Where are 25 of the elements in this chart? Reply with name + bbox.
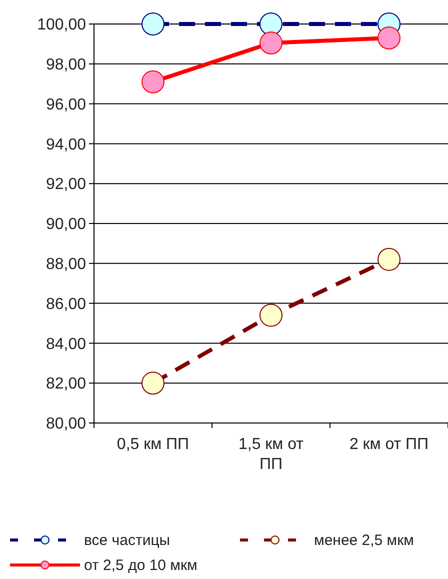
y-tick-label: 100,00 [37, 16, 86, 34]
y-tick-label: 84,00 [46, 336, 86, 353]
legend-label: все частицы [84, 532, 170, 549]
point [260, 12, 282, 36]
x-tick-label: 2 км от ПП [349, 436, 429, 453]
point [378, 248, 400, 271]
y-tick-label: 88,00 [46, 256, 86, 273]
y-tick-label: 82,00 [46, 376, 86, 393]
legend-label: от 2,5 до 10 мкм [84, 557, 198, 574]
x-tick-label: 1,5 км от ПП [238, 436, 304, 473]
point [142, 70, 164, 94]
point [142, 372, 164, 395]
y-tick-label: 92,00 [46, 176, 86, 194]
x-tick-label: 0,5 км ПП [116, 436, 190, 453]
point [260, 31, 282, 54]
y-tick-label: 86,00 [46, 296, 86, 313]
point [378, 26, 400, 50]
y-tick-label: 96,00 [46, 96, 86, 114]
point [142, 12, 164, 36]
y-tick-label: 90,00 [46, 216, 86, 234]
point [260, 304, 282, 327]
y-tick-label: 94,00 [46, 136, 86, 154]
y-tick-label: 80,00 [46, 416, 86, 433]
legend-label: менее 2,5 мкм [314, 532, 414, 549]
y-tick-label: 98,00 [46, 56, 86, 74]
